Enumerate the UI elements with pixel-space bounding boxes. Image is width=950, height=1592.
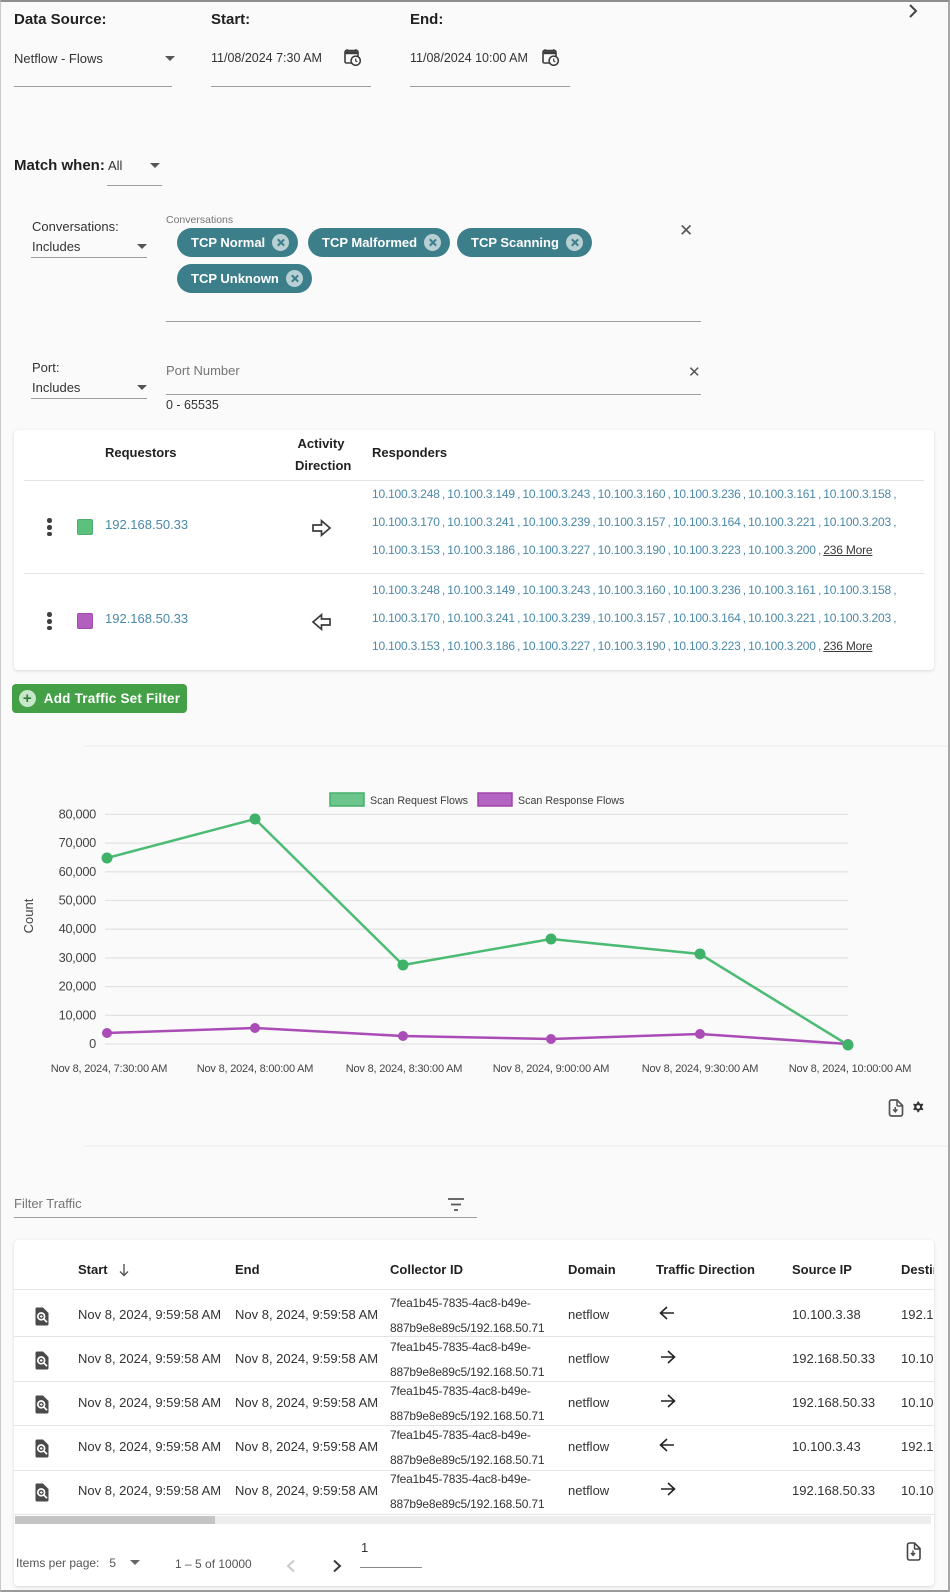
svg-text:50,000: 50,000	[59, 893, 97, 908]
svg-text:30,000: 30,000	[59, 950, 97, 965]
svg-text:Nov 8, 2024, 9:00:00 AM: Nov 8, 2024, 9:00:00 AM	[493, 1063, 610, 1075]
svg-text:Nov 8, 2024, 7:30:00 AM: Nov 8, 2024, 7:30:00 AM	[51, 1063, 168, 1075]
svg-text:Count: Count	[21, 898, 36, 933]
svg-text:60,000: 60,000	[59, 864, 97, 879]
svg-text:Scan Response Flows: Scan Response Flows	[518, 795, 624, 807]
svg-text:Nov 8, 2024, 9:30:00 AM: Nov 8, 2024, 9:30:00 AM	[642, 1063, 759, 1075]
svg-text:Nov 8, 2024, 8:30:00 AM: Nov 8, 2024, 8:30:00 AM	[346, 1063, 463, 1075]
svg-text:10,000: 10,000	[59, 1007, 97, 1022]
svg-text:Scan Request Flows: Scan Request Flows	[370, 795, 468, 807]
svg-text:0: 0	[89, 1036, 96, 1051]
svg-text:20,000: 20,000	[59, 979, 97, 994]
svg-text:40,000: 40,000	[59, 921, 97, 936]
svg-text:70,000: 70,000	[59, 835, 97, 850]
svg-text:80,000: 80,000	[59, 806, 97, 821]
svg-text:Nov 8, 2024, 8:00:00 AM: Nov 8, 2024, 8:00:00 AM	[197, 1063, 314, 1075]
svg-text:Nov 8, 2024, 10:00:00 AM: Nov 8, 2024, 10:00:00 AM	[789, 1063, 911, 1075]
